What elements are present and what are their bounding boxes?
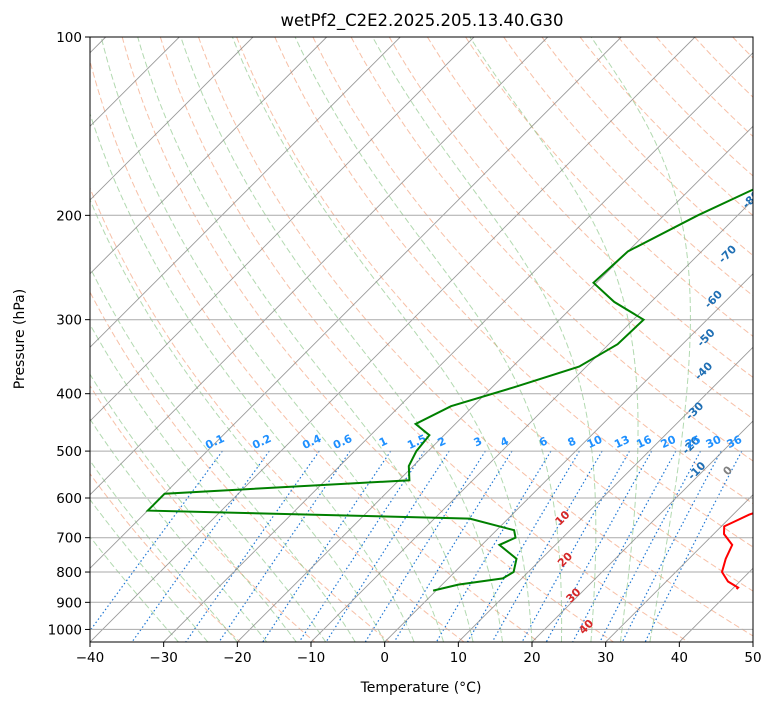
isotherm-line [384, 273, 753, 642]
moist-adiabat-line [90, 535, 179, 642]
moist-adiabat-line [90, 373, 297, 642]
y-axis-label: Pressure (hPa) [12, 289, 28, 389]
dry-adiabat-line [617, 37, 753, 177]
mixing-ratio-label: 36 [725, 433, 745, 451]
x-tick-label: 40 [671, 650, 688, 666]
x-tick-label: −40 [76, 650, 105, 666]
isotherm-line [236, 125, 753, 642]
mixing-ratio-line [545, 450, 653, 642]
y-tick-label: 600 [56, 491, 82, 507]
moist-adiabat-line [372, 37, 597, 642]
dry-adiabat-line [274, 37, 753, 548]
y-tick-label: 800 [56, 565, 82, 581]
plot-area: -100-90-80-70-60-50-40-30-20-10010203040… [90, 37, 753, 642]
isotherm-line [90, 37, 475, 422]
isotherm-line [310, 199, 753, 642]
dry-adiabat-line [90, 291, 390, 642]
dry-adiabat-line [350, 37, 753, 462]
mixing-ratio-label: 30 [704, 433, 724, 451]
profiles [145, 188, 753, 592]
moist-adiabat-line [90, 498, 209, 642]
moist-adiabat-line [294, 37, 563, 642]
y-tick-label: 500 [56, 444, 82, 460]
y-tick-label: 300 [56, 313, 82, 329]
dry-adiabat-line [90, 186, 465, 642]
isotherm-line [90, 37, 328, 275]
mixing-ratio-lines [90, 450, 743, 642]
x-tick-label: 50 [744, 650, 761, 666]
dry-adiabat-line [90, 59, 540, 642]
mixing-ratio-label: 25 [683, 433, 702, 451]
y-tick-label: 900 [56, 595, 82, 611]
y-tick-label: 100 [56, 30, 82, 46]
moist-adiabat-line [90, 323, 327, 642]
mixing-ratio-line [364, 450, 486, 642]
mixing-ratio-line [131, 450, 270, 642]
x-tick-label: 20 [523, 650, 540, 666]
y-tick-label: 700 [56, 531, 82, 547]
x-tick-label: −30 [149, 650, 178, 666]
mixing-ratio-line [491, 450, 603, 642]
x-axis-label: Temperature (°C) [360, 680, 482, 696]
mixing-ratio-label: 13 [612, 433, 631, 451]
moist-adiabat-line [90, 418, 268, 642]
isotherm-line [90, 37, 401, 348]
y-tick-label: 400 [56, 387, 82, 403]
y-tick-label: 200 [56, 208, 82, 224]
dry-adiabat-line [541, 37, 753, 257]
moist-adiabat-line [590, 37, 691, 642]
dry-adiabat-line [388, 37, 753, 420]
dry-adiabats [90, 37, 753, 642]
y-tick-label: 1000 [48, 622, 82, 638]
dry-adiabat-line [503, 37, 753, 297]
isotherm-line [531, 420, 753, 642]
moist-adiabat-line [469, 37, 639, 642]
x-tick-label: 0 [380, 650, 389, 666]
mixing-ratio-line [521, 450, 631, 642]
mixing-ratio-label: 10 [585, 433, 605, 451]
x-tick-label: −10 [297, 650, 326, 666]
plot-frame [89, 36, 754, 643]
moist-adiabats [90, 37, 691, 642]
dry-adiabat-line [198, 37, 753, 637]
dry-adiabat-line [312, 37, 753, 505]
dry-adiabat-line [121, 37, 614, 642]
dry-adiabat-line [159, 37, 689, 642]
mixing-ratio-label: 20 [659, 433, 679, 451]
moist-adiabat-line [180, 37, 503, 642]
moist-adiabat-line [137, 37, 474, 642]
temperature-profile [720, 512, 753, 590]
mixing-ratio-label: 16 [634, 433, 654, 451]
isotherm-line [90, 37, 254, 201]
chart-title: wetPf2_C2E2.2025.205.13.40.G30 [280, 11, 563, 31]
isotherm-line [90, 37, 549, 496]
isotherm-line [90, 37, 622, 569]
x-tick-label: −20 [223, 650, 252, 666]
mixing-ratio-line [393, 450, 513, 642]
dry-adiabat-line [90, 384, 316, 642]
moist-adiabat-line [231, 37, 533, 642]
mixing-ratio-line [621, 450, 722, 642]
dry-adiabat-line [236, 37, 753, 592]
isotherm-line [605, 494, 753, 642]
x-tick-label: 30 [597, 650, 614, 666]
isotherms [90, 37, 753, 642]
mixing-ratio-line [466, 450, 580, 642]
dewpoint-profile [145, 188, 753, 592]
moist-adiabat-line [90, 459, 238, 642]
mixing-ratio-line [599, 450, 702, 642]
isotherm-line [163, 52, 753, 642]
axes: −40 −30 −20 −10 0 10 20 30 40 50 100 200 300 400 500 60… [48, 30, 762, 666]
x-tick-label: 10 [450, 650, 467, 666]
isotherm-line [90, 37, 696, 642]
mixing-ratio-line [185, 450, 320, 642]
mixing-ratio-line [435, 450, 552, 642]
mixing-ratio-line [572, 450, 677, 642]
mixing-ratio-line [218, 450, 351, 642]
moist-adiabat-line [90, 266, 356, 642]
moist-adiabat-line [90, 112, 415, 642]
isotherm-line [457, 346, 753, 642]
moist-adiabat-line [100, 37, 445, 642]
